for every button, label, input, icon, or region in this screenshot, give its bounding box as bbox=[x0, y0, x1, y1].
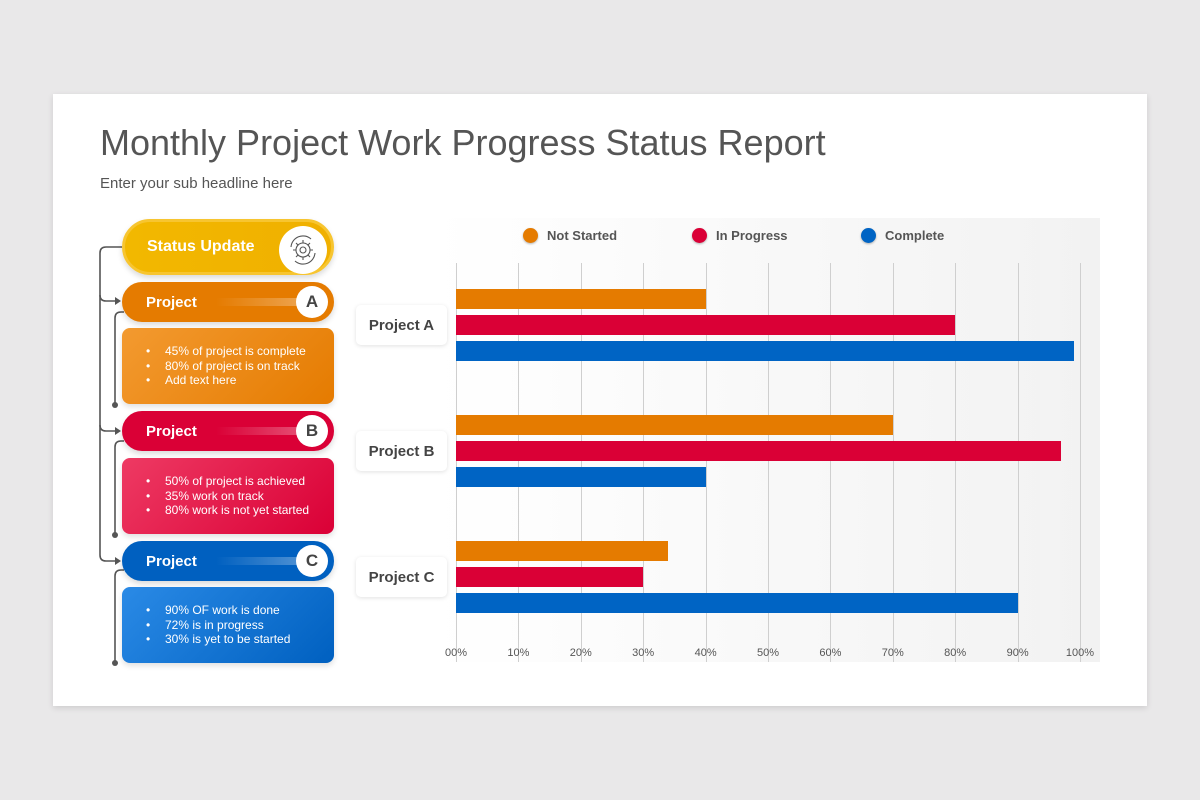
project-pill-c: Project C bbox=[122, 541, 334, 581]
bullet-item: 90% OF work is done bbox=[146, 603, 334, 618]
project-details-b: 50% of project is achieved35% work on tr… bbox=[122, 458, 334, 534]
x-tick-label: 30% bbox=[632, 647, 655, 659]
gridline bbox=[456, 263, 457, 662]
project-letter-badge: B bbox=[296, 415, 328, 447]
bullet-item: 30% is yet to be started bbox=[146, 632, 334, 647]
project-label: Project bbox=[146, 422, 197, 440]
project-details-c: 90% OF work is done72% is in progress30%… bbox=[122, 587, 334, 663]
x-tick-label: 20% bbox=[569, 647, 592, 659]
legend-item: Not Started bbox=[523, 228, 617, 243]
category-label: Project C bbox=[356, 557, 447, 597]
bar-not-started bbox=[456, 289, 706, 309]
status-update-pill: Status Update bbox=[122, 219, 334, 275]
bar-complete bbox=[456, 467, 706, 487]
x-tick-label: 10% bbox=[507, 647, 530, 659]
bar-complete bbox=[456, 341, 1074, 361]
bar-not-started bbox=[456, 541, 669, 561]
bar-complete bbox=[456, 593, 1018, 613]
category-label: Project B bbox=[356, 431, 447, 471]
project-details-a: 45% of project is complete80% of project… bbox=[122, 328, 334, 404]
bar-in-progress bbox=[456, 567, 644, 587]
project-letter-badge: A bbox=[296, 286, 328, 318]
project-label: Project bbox=[146, 552, 197, 570]
bullet-item: 50% of project is achieved bbox=[146, 474, 334, 489]
gridline bbox=[705, 263, 707, 662]
legend-dot-icon bbox=[523, 228, 538, 243]
legend-dot-icon bbox=[861, 228, 876, 243]
page-title: Monthly Project Work Progress Status Rep… bbox=[100, 122, 826, 163]
bullet-item: 45% of project is complete bbox=[146, 344, 334, 359]
legend-label: Not Started bbox=[547, 228, 618, 243]
gridline bbox=[955, 263, 957, 662]
x-tick-label: 90% bbox=[1006, 647, 1029, 659]
status-update-label: Status Update bbox=[147, 238, 255, 255]
legend-label: In Progress bbox=[716, 228, 788, 243]
legend-item: Complete bbox=[861, 228, 944, 243]
x-tick-label: 00% bbox=[444, 647, 468, 659]
x-tick-label: 80% bbox=[944, 647, 967, 659]
project-label: Project bbox=[146, 293, 197, 311]
x-tick-label: 50% bbox=[756, 647, 780, 659]
bullet-item: 80% of project is on track bbox=[146, 359, 334, 374]
bar-in-progress bbox=[456, 441, 1062, 461]
gridline bbox=[643, 263, 645, 662]
project-pill-a: Project A bbox=[122, 282, 334, 322]
gridline bbox=[830, 263, 832, 662]
gridline bbox=[1080, 263, 1081, 662]
bar-not-started bbox=[456, 415, 893, 435]
x-tick-label: 70% bbox=[881, 647, 904, 659]
x-tick-label: 60% bbox=[819, 647, 842, 659]
bar-in-progress bbox=[456, 315, 956, 335]
legend-label: Complete bbox=[885, 228, 945, 243]
legend-item: In Progress bbox=[692, 228, 788, 243]
gridline bbox=[518, 263, 520, 662]
gridline bbox=[768, 263, 769, 662]
gear-cycle-icon bbox=[279, 226, 327, 274]
bullet-item: Add text here bbox=[146, 373, 334, 388]
x-tick-label: 40% bbox=[694, 647, 717, 659]
legend-dot-icon bbox=[692, 228, 707, 243]
project-pill-b: Project B bbox=[122, 411, 334, 451]
gridline bbox=[580, 263, 582, 662]
category-label: Project A bbox=[356, 305, 447, 345]
page-subtitle: Enter your sub headline here bbox=[100, 175, 293, 192]
bullet-item: 80% work is not yet started bbox=[146, 503, 334, 518]
gridline bbox=[892, 263, 894, 662]
project-letter-badge: C bbox=[296, 545, 328, 577]
gridline bbox=[1017, 263, 1019, 662]
bullet-item: 35% work on track bbox=[146, 489, 334, 504]
x-tick-label: 100% bbox=[1065, 647, 1095, 659]
bullet-item: 72% is in progress bbox=[146, 618, 334, 633]
